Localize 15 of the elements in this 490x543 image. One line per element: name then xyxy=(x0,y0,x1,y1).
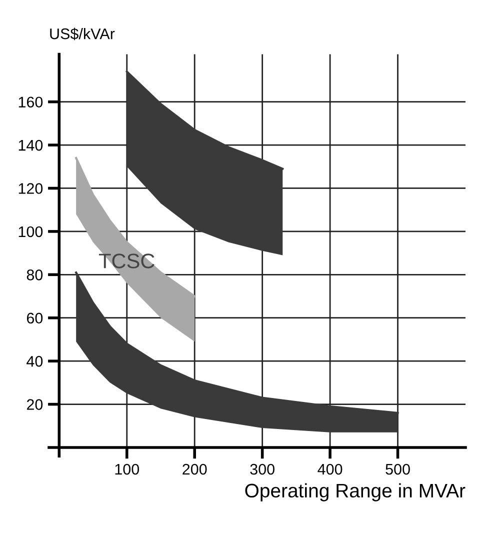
y-tick-label: 40 xyxy=(26,356,43,367)
y-tick-label: 160 xyxy=(18,96,43,108)
x-axis-title: Operating Range in MVAr xyxy=(245,483,466,502)
y-tick-label: 120 xyxy=(18,183,43,194)
y-tick-label: 140 xyxy=(18,140,43,151)
x-tick-label: 500 xyxy=(386,464,410,475)
x-tick-label: 100 xyxy=(115,464,140,475)
x-tick-label: 300 xyxy=(250,464,274,475)
y-tick-label: 100 xyxy=(18,226,43,238)
y-tick-label: 60 xyxy=(26,312,43,324)
x-tick-label: 200 xyxy=(182,464,207,475)
y-tick-label: 80 xyxy=(26,270,43,280)
y-axis-title: US$/kVAr xyxy=(50,28,115,40)
y-tick-label: 20 xyxy=(26,399,43,410)
x-tick-label: 400 xyxy=(318,464,342,475)
